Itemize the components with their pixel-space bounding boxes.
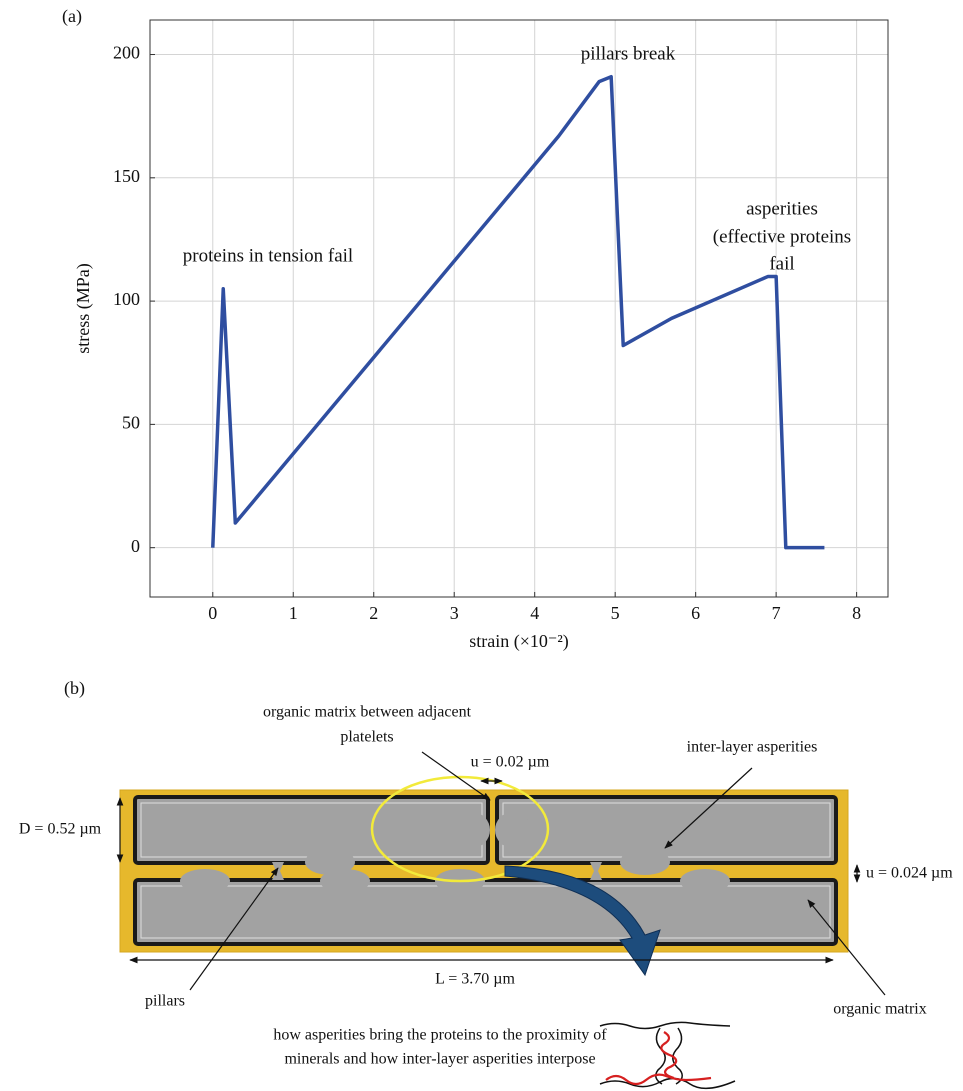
label: inter-layer asperities <box>687 739 818 756</box>
platelet <box>133 795 490 865</box>
x-tick-label: 0 <box>208 603 217 623</box>
panel-label: (a) <box>62 6 82 27</box>
label: L = 3.70 µm <box>435 971 515 988</box>
annotation: proteins in tension fail <box>183 245 353 266</box>
label: minerals and how inter-layer asperities … <box>284 1051 595 1068</box>
data-line <box>211 74 825 550</box>
y-tick-label: 0 <box>131 536 140 556</box>
label: organic matrix <box>833 1001 926 1018</box>
plot-frame <box>149 19 889 598</box>
y-axis-label: stress (MPa) <box>73 263 94 354</box>
leader-line <box>664 767 753 849</box>
annotation: (effective proteins <box>713 226 851 247</box>
x-axis-label: strain (×10⁻²) <box>469 631 569 652</box>
panel-label: (b) <box>64 678 85 699</box>
leader-line <box>421 751 491 801</box>
y-tick-label: 200 <box>113 43 140 63</box>
platelet-inner <box>140 885 831 939</box>
x-tick-label: 4 <box>530 603 539 623</box>
label: organic matrix between adjacent <box>263 704 472 721</box>
label: platelets <box>340 729 393 746</box>
x-tick-label: 1 <box>289 603 298 623</box>
annotation: fail <box>769 253 794 274</box>
label: D = 0.52 µm <box>19 821 102 838</box>
zoom-arrow <box>504 865 661 977</box>
annotation: asperities <box>746 198 818 219</box>
x-tick-label: 3 <box>450 603 459 623</box>
leader-line <box>807 899 886 996</box>
annotation: pillars break <box>581 43 676 64</box>
chart: (a) 0 1 2 3 4 5 6 7 8 0 50 100 150 200 strain (×10⁻²) st… <box>62 6 889 652</box>
x-tick-label: 7 <box>772 603 781 623</box>
platelet <box>133 878 838 946</box>
x-tick-label: 8 <box>852 603 861 623</box>
leader-line <box>189 867 279 991</box>
highlight-ellipse <box>370 775 550 883</box>
y-tick-label: 150 <box>113 166 140 186</box>
protein-sketch <box>599 1021 736 1090</box>
label: u = 0.02 µm <box>471 754 550 771</box>
x-tick-label: 6 <box>691 603 700 623</box>
y-tick-label: 50 <box>122 413 140 433</box>
x-tick-label: 2 <box>369 603 378 623</box>
label: pillars <box>145 993 185 1010</box>
y-tick-label: 100 <box>113 289 140 309</box>
label: u = 0.024 µm <box>866 865 953 882</box>
label: how asperities bring the proteins to the… <box>273 1027 607 1044</box>
x-tick-label: 5 <box>611 603 620 623</box>
diagram: (b) organic matrix between adjace <box>19 678 953 1090</box>
